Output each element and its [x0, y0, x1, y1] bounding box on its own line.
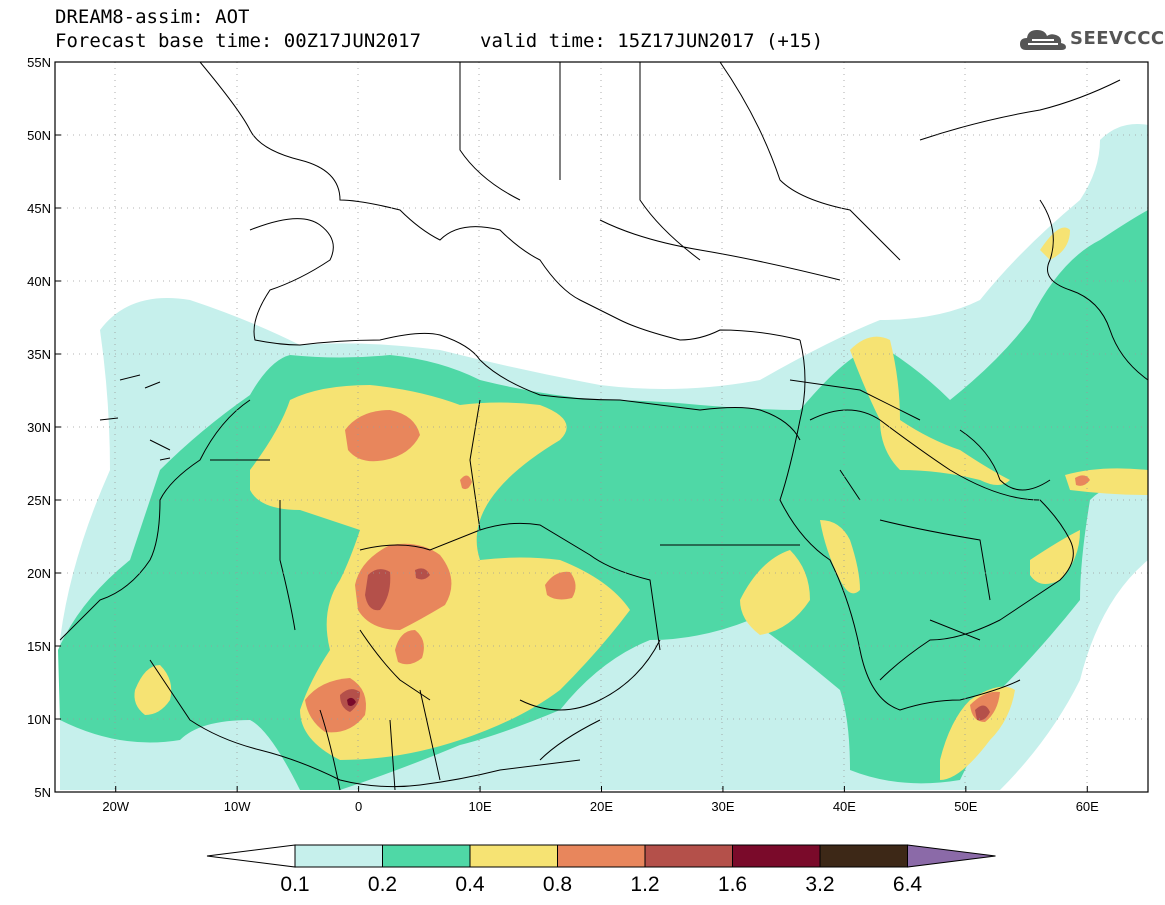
lat-tick-labels: 55N 50N 45N 40N 35N 30N 25N 20N 15N 10N 5N	[27, 55, 61, 800]
aot-field	[58, 124, 1148, 790]
colorbar: 0.1 0.2 0.4 0.8 1.2 1.6 3.2 6.4	[206, 844, 996, 896]
colorbar-swatch	[819, 844, 908, 868]
lat-tick-label: 10N	[27, 712, 51, 727]
lon-tick-label: 20W	[102, 799, 129, 814]
lon-tick-label: 0	[355, 799, 362, 814]
lon-tick-labels: 20W 10W 0 10E 20E 30E 40E 50E 60E	[102, 786, 1099, 814]
lat-tick-label: 20N	[27, 566, 51, 581]
valid-time: valid time: 15Z17JUN2017 (+15)	[480, 30, 824, 52]
lat-tick-label: 30N	[27, 420, 51, 435]
lon-tick-label: 10E	[468, 799, 491, 814]
logo-text: SEEVCCC	[1070, 28, 1165, 49]
seevccc-logo: SEEVCCC	[1018, 24, 1164, 54]
lat-tick-label: 15N	[27, 639, 51, 654]
cloud-icon	[1020, 30, 1066, 50]
colorbar-label: 6.4	[893, 873, 923, 896]
lon-tick-label: 20E	[590, 799, 613, 814]
colorbar-swatch	[557, 844, 646, 868]
colorbar-high-arrow	[907, 844, 996, 868]
lon-tick-label: 50E	[954, 799, 977, 814]
lat-tick-label: 35N	[27, 347, 51, 362]
lon-tick-label: 40E	[833, 799, 856, 814]
lat-tick-label: 40N	[27, 274, 51, 289]
colorbar-swatch	[469, 844, 558, 868]
grid	[55, 62, 1148, 792]
lon-tick-label: 10W	[224, 799, 251, 814]
lon-tick-label: 60E	[1076, 799, 1099, 814]
colorbar-low-arrow	[206, 844, 296, 868]
lat-tick-label: 55N	[27, 55, 51, 70]
map-title: DREAM8-assim: AOT	[55, 6, 250, 28]
colorbar-swatch	[294, 844, 383, 868]
lat-tick-label: 25N	[27, 493, 51, 508]
colorbar-swatch	[644, 844, 733, 868]
coastlines	[59, 62, 1148, 791]
colorbar-label: 3.2	[805, 873, 834, 896]
colorbar-label: 1.2	[630, 873, 659, 896]
colorbar-label: 0.2	[368, 873, 397, 896]
base-time: Forecast base time: 00Z17JUN2017	[55, 30, 422, 52]
lat-tick-label: 50N	[27, 128, 51, 143]
colorbar-label: 0.4	[455, 873, 485, 896]
colorbar-swatch	[732, 844, 821, 868]
lat-tick-label: 45N	[27, 201, 51, 216]
colorbar-swatch	[382, 844, 471, 868]
lat-tick-label: 5N	[34, 785, 51, 800]
colorbar-label: 0.8	[543, 873, 572, 896]
colorbar-label: 1.6	[718, 873, 747, 896]
lon-tick-label: 30E	[711, 799, 734, 814]
colorbar-label: 0.1	[280, 873, 309, 896]
